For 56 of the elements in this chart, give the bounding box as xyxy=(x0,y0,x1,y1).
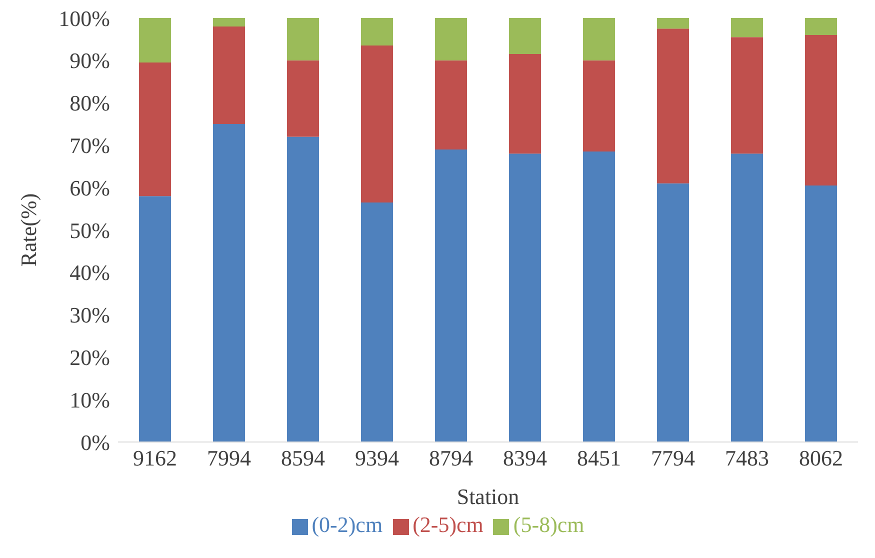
y-tick-label: 10% xyxy=(70,387,110,412)
bar xyxy=(583,18,615,60)
bar xyxy=(583,60,615,152)
bar xyxy=(731,18,763,38)
bar xyxy=(509,154,541,442)
bar xyxy=(139,62,171,196)
bar xyxy=(287,60,319,137)
bar xyxy=(213,26,245,124)
bar xyxy=(139,196,171,442)
x-tick-label: 7483 xyxy=(725,446,769,471)
bar xyxy=(435,18,467,60)
bar xyxy=(435,149,467,442)
y-tick-label: 100% xyxy=(58,6,110,31)
bar xyxy=(213,18,245,26)
legend-label: (2-5)cm xyxy=(412,512,484,537)
x-tick-label: 7994 xyxy=(207,446,251,471)
y-tick-label: 70% xyxy=(70,133,110,158)
bar xyxy=(583,152,615,442)
y-tick-label: 40% xyxy=(70,260,110,286)
x-tick-label: 9162 xyxy=(133,446,177,471)
y-tick-label: 0% xyxy=(80,430,110,455)
bar xyxy=(361,46,393,202)
bar xyxy=(139,18,171,63)
x-tick-label: 8794 xyxy=(429,446,473,471)
y-tick-label: 50% xyxy=(70,218,110,243)
bar xyxy=(509,18,541,54)
y-tick-label: 80% xyxy=(70,90,110,116)
bar xyxy=(287,136,319,442)
legend-label: (0-2)cm xyxy=(312,512,383,537)
bar xyxy=(361,202,393,442)
bar xyxy=(805,185,837,442)
x-tick-label: 8394 xyxy=(503,446,547,471)
x-axis-title: Station xyxy=(456,484,520,509)
x-tick-label: 8062 xyxy=(799,446,843,471)
bar xyxy=(657,183,689,442)
bar xyxy=(509,54,541,154)
bar xyxy=(805,18,837,35)
bar xyxy=(657,28,689,184)
y-tick-label: 20% xyxy=(70,345,110,370)
bar xyxy=(731,37,763,154)
y-axis-title: Rate(%) xyxy=(16,193,41,267)
x-tick-label: 7794 xyxy=(651,446,695,471)
y-tick-label: 30% xyxy=(70,302,110,328)
y-tick-label: 90% xyxy=(70,48,110,74)
legend-label: (5-8)cm xyxy=(513,512,584,537)
bar xyxy=(287,18,319,60)
x-tick-label: 8594 xyxy=(281,446,325,471)
bar xyxy=(361,18,393,46)
bar xyxy=(805,34,837,186)
bar xyxy=(657,18,689,29)
bar xyxy=(731,154,763,442)
y-tick-label: 60% xyxy=(70,175,110,200)
x-tick-label: 8451 xyxy=(577,446,621,471)
bar xyxy=(213,124,245,442)
x-tick-label: 9394 xyxy=(355,446,399,471)
bar xyxy=(435,60,467,150)
